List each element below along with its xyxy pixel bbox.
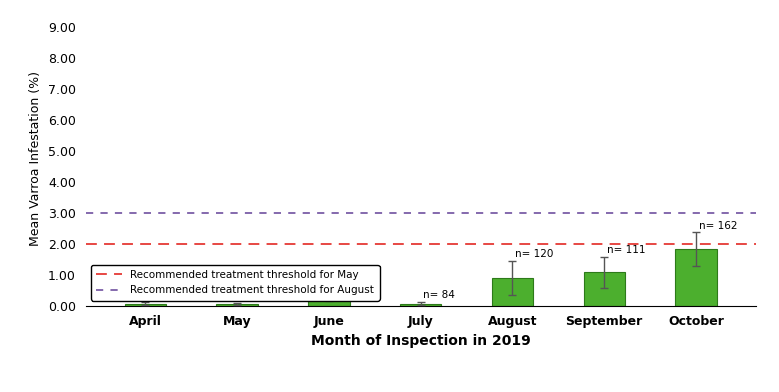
Bar	[675, 249, 717, 306]
Bar	[492, 278, 533, 306]
Legend: Recommended treatment threshold for May, Recommended treatment threshold for Aug: Recommended treatment threshold for May,…	[91, 265, 379, 301]
Bar	[308, 298, 350, 306]
Bar	[217, 304, 258, 306]
Bar	[400, 303, 442, 306]
Text: n= 84: n= 84	[424, 290, 455, 300]
Text: n= 156: n= 156	[332, 282, 370, 292]
Text: n= 84: n= 84	[148, 291, 180, 301]
Bar	[125, 304, 166, 306]
Text: n= 162: n= 162	[699, 221, 737, 231]
Bar	[583, 272, 625, 306]
Text: n= 111: n= 111	[607, 245, 646, 255]
Text: n= 393: n= 393	[240, 291, 278, 301]
X-axis label: Month of Inspection in 2019: Month of Inspection in 2019	[311, 334, 530, 348]
Y-axis label: Mean Varroa Infestation (%): Mean Varroa Infestation (%)	[30, 71, 42, 246]
Text: n= 120: n= 120	[515, 249, 554, 260]
